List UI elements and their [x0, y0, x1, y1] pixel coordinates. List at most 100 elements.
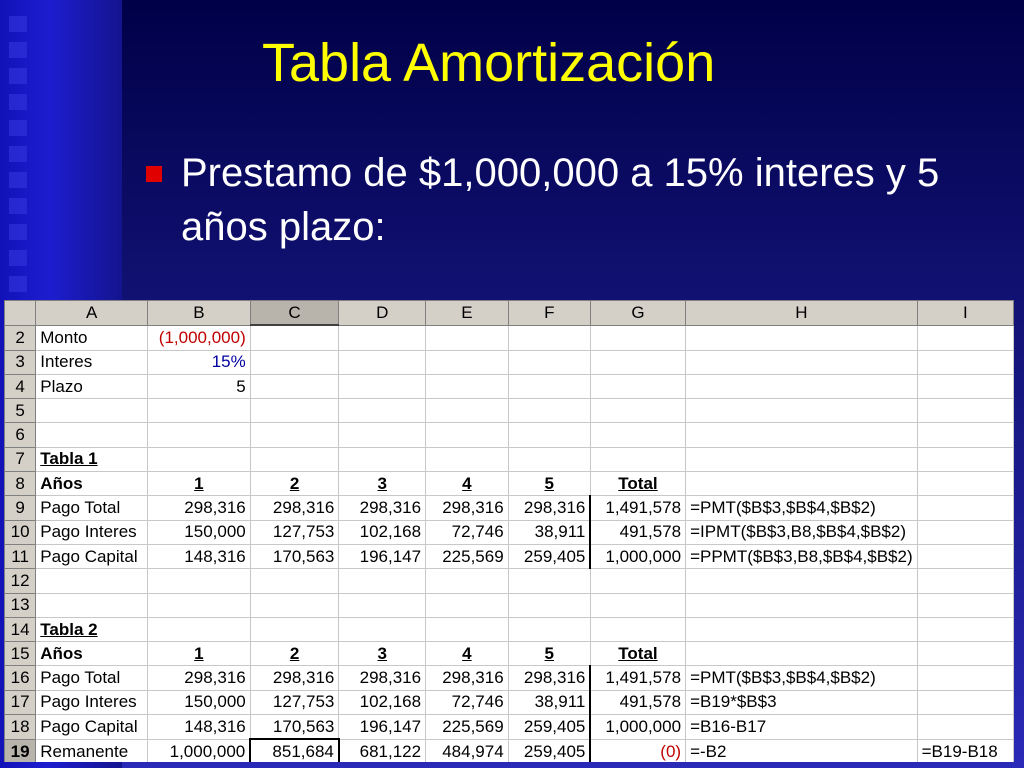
- cell-i2[interactable]: [916, 324, 1014, 351]
- row-header[interactable]: 3: [4, 349, 37, 375]
- cell-h9[interactable]: =PMT($B$3,$B$4,$B$2): [685, 495, 918, 521]
- cell-f11[interactable]: 259,405: [507, 543, 591, 570]
- cell-e8[interactable]: 4: [425, 471, 509, 497]
- cell-c13[interactable]: [249, 592, 340, 618]
- cell-d3[interactable]: [338, 349, 427, 375]
- cell-c4[interactable]: [249, 373, 340, 400]
- cell-b5[interactable]: [147, 398, 251, 424]
- cell-h7[interactable]: [685, 446, 918, 473]
- cell-e10[interactable]: 72,746: [425, 519, 509, 545]
- cell-i12[interactable]: [916, 568, 1014, 594]
- cell-d9[interactable]: 298,316: [338, 495, 427, 521]
- cell-h10[interactable]: =IPMT($B$3,B8,$B$4,$B$2): [685, 519, 918, 545]
- cell-g14[interactable]: [589, 616, 687, 643]
- cell-f14[interactable]: [507, 616, 591, 643]
- cell-c2[interactable]: [249, 324, 340, 351]
- cell-b9[interactable]: 298,316: [147, 495, 251, 521]
- cell-f2[interactable]: [507, 324, 591, 351]
- cell-d7[interactable]: [338, 446, 427, 473]
- cell-g4[interactable]: [589, 373, 687, 400]
- cell-a8[interactable]: Años: [35, 471, 149, 497]
- cell-c7[interactable]: [249, 446, 340, 473]
- cell-g11[interactable]: 1,000,000: [589, 543, 687, 570]
- cell-b16[interactable]: 298,316: [147, 665, 251, 691]
- cell-i18[interactable]: [916, 714, 1014, 740]
- cell-b12[interactable]: [147, 568, 251, 594]
- cell-d17[interactable]: 102,168: [338, 689, 427, 716]
- row-header[interactable]: 11: [4, 543, 37, 570]
- cell-f12[interactable]: [507, 568, 591, 594]
- cell-h11[interactable]: =PPMT($B$3,B8,$B$4,$B$2): [685, 543, 918, 570]
- cell-h16[interactable]: =PMT($B$3,$B$4,$B$2): [685, 665, 918, 691]
- cell-e3[interactable]: [425, 349, 509, 375]
- column-header-g[interactable]: G: [589, 300, 687, 326]
- cell-d15[interactable]: 3: [338, 641, 427, 667]
- cell-a18[interactable]: Pago Capital: [35, 714, 149, 740]
- cell-d16[interactable]: 298,316: [338, 665, 427, 691]
- cell-e4[interactable]: [425, 373, 509, 400]
- cell-e14[interactable]: [425, 616, 509, 643]
- row-header[interactable]: 8: [4, 471, 37, 497]
- row-header[interactable]: 6: [4, 422, 37, 448]
- cell-b18[interactable]: 148,316: [147, 714, 251, 740]
- cell-i11[interactable]: [916, 543, 1014, 570]
- cell-c12[interactable]: [249, 568, 340, 594]
- cell-c16[interactable]: 298,316: [249, 665, 340, 691]
- cell-e12[interactable]: [425, 568, 509, 594]
- cell-d19[interactable]: 681,122: [338, 738, 427, 762]
- cell-h19[interactable]: =-B2: [685, 738, 918, 762]
- cell-c5[interactable]: [249, 398, 340, 424]
- cell-e9[interactable]: 298,316: [425, 495, 509, 521]
- cell-a17[interactable]: Pago Interes: [35, 689, 149, 716]
- cell-e17[interactable]: 72,746: [425, 689, 509, 716]
- cell-f9[interactable]: 298,316: [507, 495, 591, 521]
- cell-h3[interactable]: [685, 349, 918, 375]
- cell-a2[interactable]: Monto: [35, 324, 149, 351]
- cell-a10[interactable]: Pago Interes: [35, 519, 149, 545]
- cell-f15[interactable]: 5: [507, 641, 591, 667]
- column-header-c[interactable]: C: [249, 300, 340, 327]
- column-header-h[interactable]: H: [685, 300, 918, 326]
- cell-c15[interactable]: 2: [249, 641, 340, 667]
- cell-a16[interactable]: Pago Total: [35, 665, 149, 691]
- column-header-a[interactable]: A: [35, 300, 149, 326]
- cell-d10[interactable]: 102,168: [338, 519, 427, 545]
- cell-i19[interactable]: =B19-B18: [916, 738, 1014, 762]
- cell-i15[interactable]: [916, 641, 1014, 667]
- cell-h15[interactable]: [685, 641, 918, 667]
- cell-c10[interactable]: 127,753: [249, 519, 340, 545]
- cell-b17[interactable]: 150,000: [147, 689, 251, 716]
- cell-g13[interactable]: [589, 592, 687, 618]
- cell-c17[interactable]: 127,753: [249, 689, 340, 716]
- cell-i8[interactable]: [916, 471, 1014, 497]
- cell-i16[interactable]: [916, 665, 1014, 691]
- cell-i14[interactable]: [916, 616, 1014, 643]
- cell-d6[interactable]: [338, 422, 427, 448]
- cell-h18[interactable]: =B16-B17: [685, 714, 918, 740]
- cell-f8[interactable]: 5: [507, 471, 591, 497]
- column-header-e[interactable]: E: [425, 300, 509, 326]
- cell-b19[interactable]: 1,000,000: [147, 738, 251, 762]
- cell-h2[interactable]: [685, 324, 918, 351]
- cell-a6[interactable]: [35, 422, 149, 448]
- cell-b8[interactable]: 1: [147, 471, 251, 497]
- select-all-corner[interactable]: [4, 300, 37, 326]
- cell-d11[interactable]: 196,147: [338, 543, 427, 570]
- row-header[interactable]: 5: [4, 398, 37, 424]
- cell-b10[interactable]: 150,000: [147, 519, 251, 545]
- cell-h6[interactable]: [685, 422, 918, 448]
- row-header[interactable]: 15: [4, 641, 37, 667]
- cell-f5[interactable]: [507, 398, 591, 424]
- cell-i13[interactable]: [916, 592, 1014, 618]
- cell-i10[interactable]: [916, 519, 1014, 545]
- cell-a5[interactable]: [35, 398, 149, 424]
- cell-a7[interactable]: Tabla 1: [35, 446, 149, 473]
- cell-g18[interactable]: 1,000,000: [589, 714, 687, 740]
- cell-a19[interactable]: Remanente: [35, 738, 149, 762]
- cell-e11[interactable]: 225,569: [425, 543, 509, 570]
- cell-h14[interactable]: [685, 616, 918, 643]
- cell-c8[interactable]: 2: [249, 471, 340, 497]
- cell-i5[interactable]: [916, 398, 1014, 424]
- cell-h13[interactable]: [685, 592, 918, 618]
